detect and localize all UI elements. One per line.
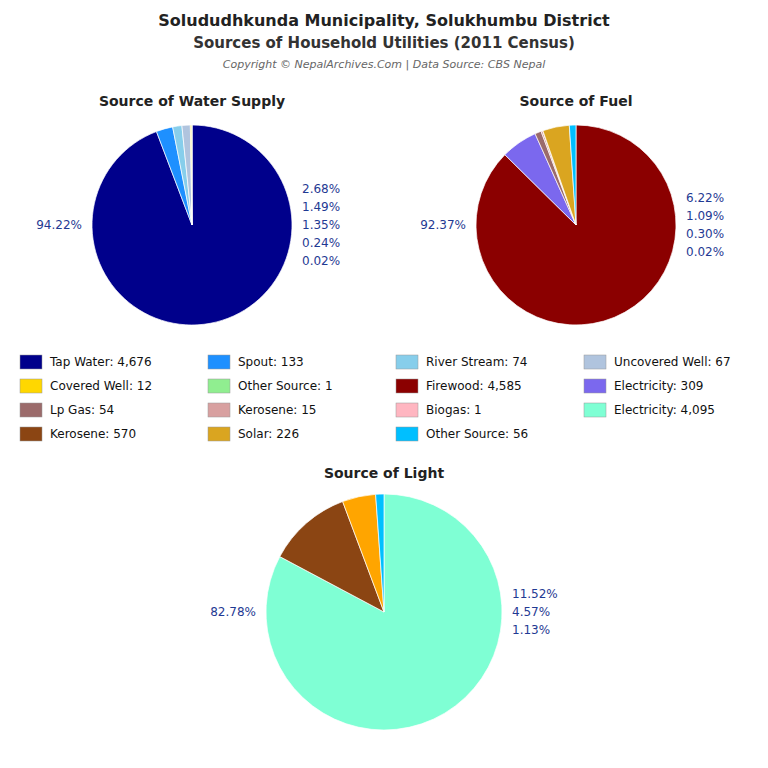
legend-swatch (208, 355, 230, 369)
pie-slice (173, 126, 192, 225)
pie-slice (190, 125, 192, 225)
pie-slice (376, 494, 384, 612)
legend-swatch (20, 403, 42, 417)
pie-slice (343, 494, 384, 612)
percent-label: 0.02% (686, 245, 724, 259)
pie: Source of Water Supply 94.22% 2.68% 1.49% 1.… (36, 93, 340, 325)
pie-slice (543, 125, 576, 225)
pie-slice (191, 125, 192, 225)
pie-slice (182, 125, 192, 225)
legend-swatch (208, 403, 230, 417)
legend-label: Kerosene: 570 (50, 427, 136, 441)
legend-swatch (20, 355, 42, 369)
pie: Source of Fuel 92.37% 6.22% 1.09% 0.30% 0.02% (420, 93, 724, 325)
legend-swatch (584, 379, 606, 393)
legend-swatch (396, 403, 418, 417)
percent-label: 4.57% (512, 605, 550, 619)
legend-label: Tap Water: 4,676 (49, 355, 152, 369)
pie: Source of Light 82.78% 11.52% 4.57% 1.13% (210, 465, 558, 730)
legend-swatch (20, 427, 42, 441)
legend-swatch (396, 427, 418, 441)
legend-label: River Stream: 74 (426, 355, 527, 369)
pie-slice (569, 125, 576, 225)
legend-swatch (208, 379, 230, 393)
legend-swatch (396, 379, 418, 393)
source-note: Copyright © NepalArchives.Com | Data Sou… (223, 58, 545, 71)
percent-label: 1.13% (512, 623, 550, 637)
legend-label: Lp Gas: 54 (50, 403, 114, 417)
legend-swatch (20, 379, 42, 393)
percent-label: 1.35% (302, 218, 340, 232)
legend-label: Solar: 226 (238, 427, 299, 441)
percent-label: 6.22% (686, 191, 724, 205)
legend-label: Covered Well: 12 (50, 379, 152, 393)
legend-swatch (208, 427, 230, 441)
percent-label: 1.09% (686, 209, 724, 223)
percent-label: 0.02% (302, 254, 340, 268)
legend-label: Biogas: 1 (426, 403, 482, 417)
legend-swatch (584, 403, 606, 417)
legend-swatch (584, 355, 606, 369)
legend-label: Spout: 133 (238, 355, 304, 369)
pie-slice (92, 125, 292, 325)
pie-title: Source of Fuel (520, 93, 633, 109)
percent-label: 92.37% (420, 218, 466, 232)
chart: Solududhkunda Municipality, Solukhumbu D… (0, 0, 768, 768)
legend-label: Kerosene: 15 (238, 403, 316, 417)
pie-slice (266, 494, 502, 730)
percent-label: 0.30% (686, 227, 724, 241)
pie-title: Source of Light (324, 465, 445, 481)
percent-label: 82.78% (210, 605, 256, 619)
pie-slice (476, 125, 676, 325)
legend-label: Firewood: 4,585 (426, 379, 522, 393)
percent-label: 94.22% (36, 218, 82, 232)
legend-label: Other Source: 56 (426, 427, 528, 441)
legend: Tap Water: 4,676 Spout: 133 River Stream: … (20, 355, 731, 442)
percent-label: 11.52% (512, 587, 558, 601)
legend-label: Other Source: 1 (238, 379, 333, 393)
subtitle: Sources of Household Utilities (2011 Cen… (193, 34, 575, 52)
legend-label: Electricity: 309 (614, 379, 704, 393)
legend-label: Electricity: 4,095 (614, 403, 715, 417)
percent-label: 2.68% (302, 182, 340, 196)
percent-label: 1.49% (302, 200, 340, 214)
legend-swatch (396, 355, 418, 369)
pie-title: Source of Water Supply (99, 93, 285, 109)
percent-label: 0.24% (302, 236, 340, 250)
legend-label: Uncovered Well: 67 (614, 355, 731, 369)
title: Solududhkunda Municipality, Solukhumbu D… (158, 11, 610, 30)
